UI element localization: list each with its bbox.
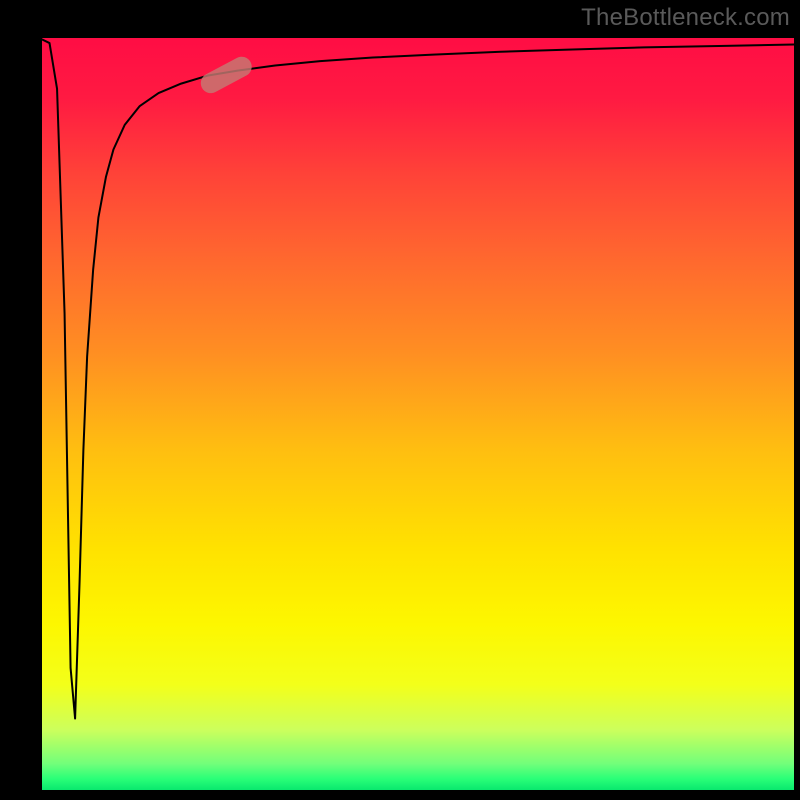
bottleneck-curve: [42, 38, 794, 762]
marker-pill: [197, 53, 255, 96]
watermark-text: TheBottleneck.com: [581, 4, 790, 32]
curve-marker: [197, 53, 255, 96]
curve-path: [42, 39, 794, 718]
chart-plot-area: [42, 38, 794, 762]
